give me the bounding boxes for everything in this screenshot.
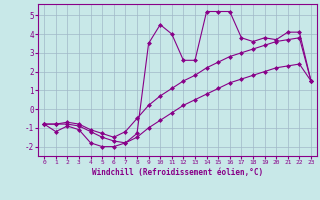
X-axis label: Windchill (Refroidissement éolien,°C): Windchill (Refroidissement éolien,°C) [92,168,263,177]
